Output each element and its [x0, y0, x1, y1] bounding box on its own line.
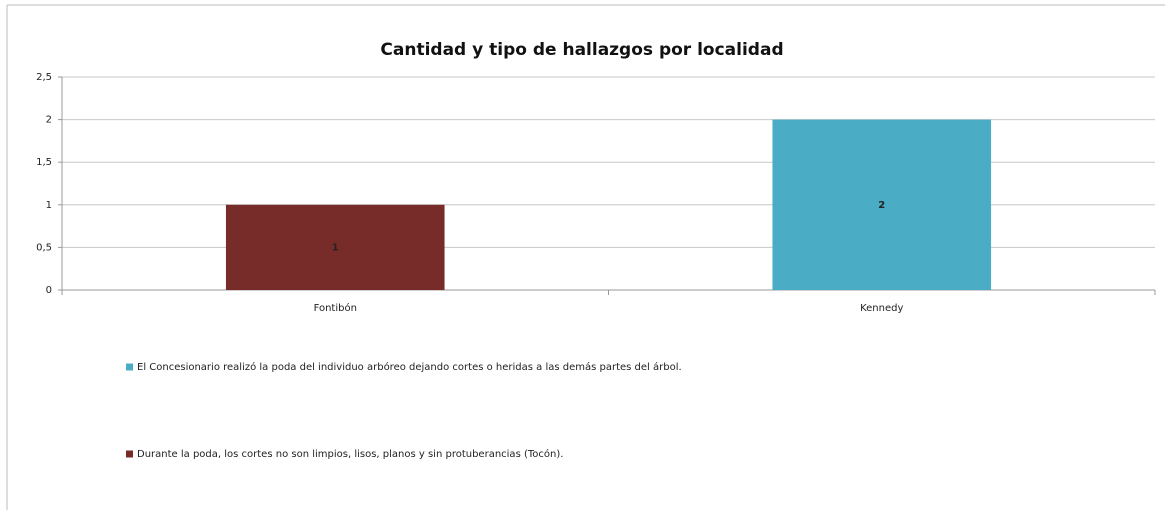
legend-swatch [126, 450, 133, 458]
legend-label: Durante la poda, los cortes no son limpi… [137, 448, 563, 460]
y-tick-label: 2,5 [36, 72, 52, 83]
legend-swatch [126, 363, 133, 371]
data-label: 2 [878, 200, 885, 211]
bar [225, 204, 445, 290]
y-tick-label: 0,5 [36, 242, 52, 253]
y-tick-label: 1 [46, 200, 52, 211]
legend-label: El Concesionario realizó la poda del ind… [137, 361, 682, 373]
data-label: 1 [332, 242, 339, 253]
bar [772, 119, 992, 290]
chart-title: Cantidad y tipo de hallazgos por localid… [380, 40, 783, 60]
x-tick-label: Fontibón [314, 302, 357, 314]
y-tick-label: 1,5 [36, 157, 52, 168]
y-tick-label: 0 [46, 285, 52, 296]
x-tick-label: Kennedy [860, 303, 903, 314]
y-tick-label: 2 [46, 115, 52, 126]
